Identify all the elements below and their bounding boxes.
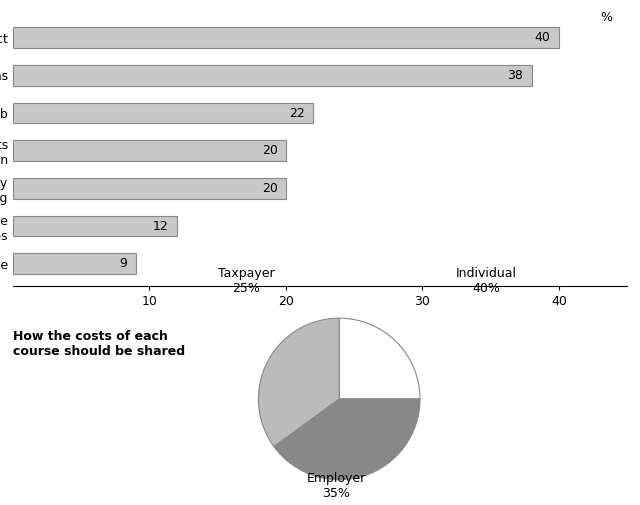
Wedge shape bbox=[274, 399, 420, 480]
Text: %: % bbox=[600, 12, 612, 24]
Wedge shape bbox=[339, 318, 420, 399]
Text: Taxpayer
25%: Taxpayer 25% bbox=[218, 268, 275, 295]
Bar bbox=[13, 65, 532, 86]
Bar bbox=[13, 178, 286, 199]
Text: How the costs of each
course should be shared: How the costs of each course should be s… bbox=[13, 330, 185, 358]
Text: 20: 20 bbox=[262, 182, 278, 195]
Text: Employer
35%: Employer 35% bbox=[307, 472, 365, 500]
Bar bbox=[13, 254, 136, 274]
Bar bbox=[13, 103, 313, 124]
Bar bbox=[13, 27, 559, 48]
Bar bbox=[13, 140, 286, 161]
Wedge shape bbox=[259, 318, 339, 446]
Text: 40: 40 bbox=[535, 31, 551, 44]
Text: Individual
40%: Individual 40% bbox=[456, 268, 517, 295]
Bar bbox=[13, 216, 177, 236]
Text: 38: 38 bbox=[508, 69, 524, 82]
Text: 20: 20 bbox=[262, 144, 278, 157]
Text: 22: 22 bbox=[289, 107, 305, 120]
Text: 12: 12 bbox=[153, 220, 168, 233]
Text: 9: 9 bbox=[120, 257, 127, 270]
